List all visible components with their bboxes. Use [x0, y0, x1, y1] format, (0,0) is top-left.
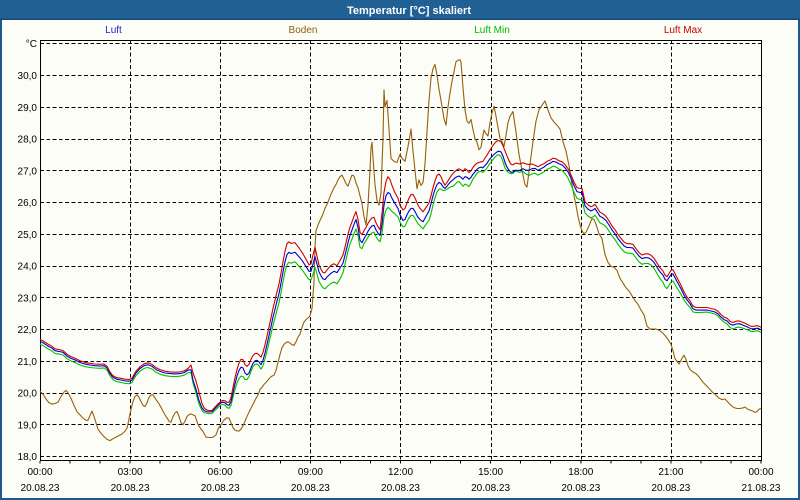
svg-text:20,0: 20,0	[18, 389, 38, 400]
svg-text:18,0: 18,0	[18, 452, 38, 463]
svg-text:°C: °C	[26, 39, 37, 50]
svg-text:18:00: 18:00	[568, 467, 593, 478]
svg-text:15:00: 15:00	[478, 467, 503, 478]
svg-text:27,0: 27,0	[18, 166, 38, 177]
svg-text:22,0: 22,0	[18, 325, 38, 336]
svg-text:Luft Max: Luft Max	[664, 25, 702, 36]
svg-text:20.08.23: 20.08.23	[291, 483, 330, 494]
svg-text:21:00: 21:00	[658, 467, 683, 478]
svg-text:06:00: 06:00	[208, 467, 233, 478]
svg-text:20.08.23: 20.08.23	[561, 483, 600, 494]
svg-text:21.08.23: 21.08.23	[742, 483, 781, 494]
svg-text:00:00: 00:00	[748, 467, 773, 478]
svg-text:Luft: Luft	[105, 25, 122, 36]
svg-text:20.08.23: 20.08.23	[111, 483, 150, 494]
svg-text:03:00: 03:00	[118, 467, 143, 478]
svg-text:Luft Min: Luft Min	[474, 25, 510, 36]
svg-text:28,0: 28,0	[18, 135, 38, 146]
svg-text:19,0: 19,0	[18, 420, 38, 431]
svg-text:21,0: 21,0	[18, 357, 38, 368]
svg-text:20.08.23: 20.08.23	[201, 483, 240, 494]
svg-text:24,0: 24,0	[18, 262, 38, 273]
svg-text:20.08.23: 20.08.23	[651, 483, 690, 494]
svg-text:12:00: 12:00	[388, 467, 413, 478]
svg-text:26,0: 26,0	[18, 198, 38, 209]
svg-text:23,0: 23,0	[18, 293, 38, 304]
svg-text:Boden: Boden	[289, 25, 318, 36]
svg-text:20.08.23: 20.08.23	[471, 483, 510, 494]
svg-text:20.08.23: 20.08.23	[21, 483, 60, 494]
svg-text:09:00: 09:00	[298, 467, 323, 478]
svg-text:25,0: 25,0	[18, 230, 38, 241]
svg-text:Temperatur [°C] skaliert: Temperatur [°C] skaliert	[347, 5, 471, 17]
svg-text:00:00: 00:00	[27, 467, 52, 478]
svg-text:29,0: 29,0	[18, 103, 38, 114]
svg-text:30,0: 30,0	[18, 71, 38, 82]
svg-text:20.08.23: 20.08.23	[381, 483, 420, 494]
